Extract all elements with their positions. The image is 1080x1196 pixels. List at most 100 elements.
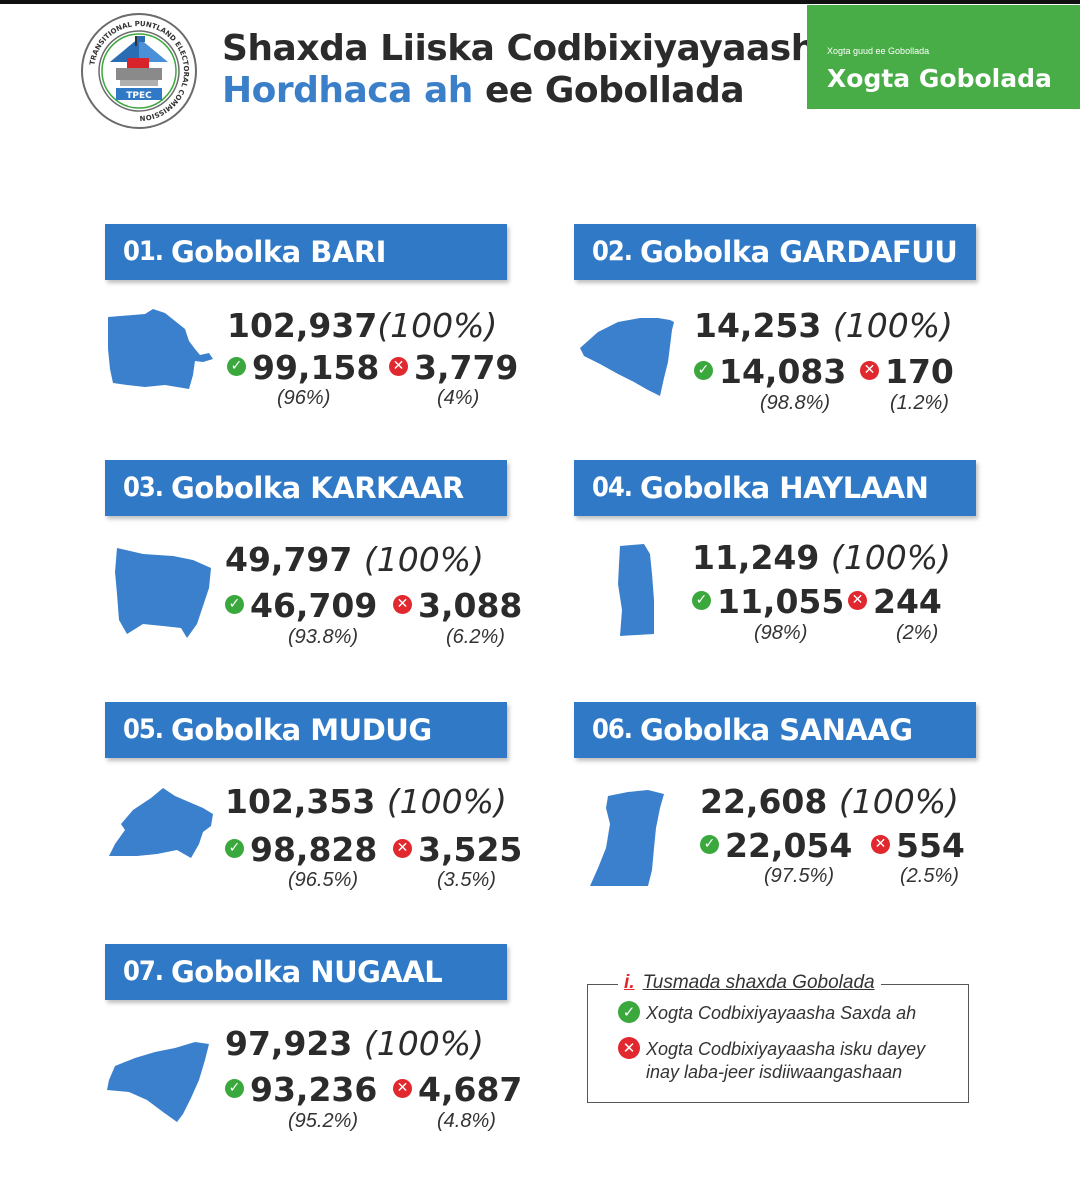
duplicate-count: ✕ 3,525 [393,830,522,869]
legend-item-duplicate: ✕ Xogta Codbixiyayaasha isku dayey [618,1037,925,1061]
region-name: Gobolka KARKAAR [171,471,464,505]
duplicate-percent: (4.8%) [437,1110,496,1132]
duplicate-count: ✕ 3,088 [393,586,522,625]
haylaan-map-icon [618,544,654,636]
x-icon: ✕ [618,1037,640,1060]
x-icon: ✕ [393,839,412,858]
region-number: 07. [123,956,164,987]
x-icon: ✕ [393,1079,412,1098]
check-icon: ✓ [225,839,244,858]
valid-count: ✓ 98,828 [225,830,377,869]
total-registered: 49,797 (100%) [225,540,484,579]
region-number: 06. [592,714,633,745]
gardafuu-map-icon [580,318,674,396]
duplicate-percent: (1.2%) [890,392,949,414]
page-title: Shaxda Liiska Codbixiyayaasha Hordhaca a… [222,28,840,112]
check-icon: ✓ [692,591,711,610]
region-header: 07. Gobolka NUGAAL [105,944,507,1000]
duplicate-percent: (4%) [437,387,480,409]
region-card-mudug: 05. Gobolka MUDUG 102,353 (100%) ✓ 98,828… [105,702,522,932]
region-header: 01. Gobolka BARI [105,224,507,280]
check-icon: ✓ [225,595,244,614]
region-header: 02. Gobolka GARDAFUU [574,224,976,280]
region-name: Gobolka MUDUG [171,713,432,747]
region-card-haylaan: 04. Gobolka HAYLAAN 11,249 (100%) ✓ 11,05… [574,460,976,690]
section-badge: Xogta guud ee Gobollada Xogta Gobolada [807,5,1080,109]
logo-abbr: TPEC [126,91,152,101]
region-header: 05. Gobolka MUDUG [105,702,507,758]
x-icon: ✕ [871,835,890,854]
valid-count: ✓ 22,054 [700,826,852,865]
valid-count: ✓ 46,709 [225,586,377,625]
check-icon: ✓ [227,357,246,376]
valid-percent: (95.2%) [288,1110,359,1132]
region-card-nugaal: 07. Gobolka NUGAAL 97,923 (100%) ✓ 93,236… [105,944,522,1174]
legend-title: i. Tusmada shaxda Gobolada [618,972,881,994]
duplicate-percent: (2%) [896,622,939,644]
region-number: 04. [592,472,633,503]
valid-count: ✓ 11,055 [692,582,844,621]
nugaal-map-icon [107,1042,209,1122]
region-number: 05. [123,714,164,745]
valid-percent: (97.5%) [764,865,835,887]
valid-percent: (93.8%) [288,626,359,648]
duplicate-percent: (3.5%) [437,869,496,891]
region-number: 02. [592,236,633,267]
valid-percent: (98%) [754,622,808,644]
title-line-2-rest: ee Gobollada [484,70,745,111]
x-icon: ✕ [389,357,408,376]
region-number: 01. [123,236,164,267]
title-line-1: Shaxda Liiska Codbixiyayaasha [222,28,840,69]
valid-percent: (98.8%) [760,392,831,414]
valid-count: ✓ 93,236 [225,1070,377,1109]
region-header: 03. Gobolka KARKAAR [105,460,507,516]
region-name: Gobolka NUGAAL [171,955,443,989]
duplicate-count: ✕ 170 [860,352,954,391]
check-icon: ✓ [618,1001,640,1024]
badge-title: Xogta Gobolada [827,64,1052,93]
region-name: Gobolka SANAAG [640,713,913,747]
total-registered: 102,353 (100%) [225,782,507,821]
region-card-bari: 01. Gobolka BARI 102,937(100%) ✓ 99,158 ✕… [105,224,518,454]
total-registered: 11,249 (100%) [692,538,951,577]
region-number: 03. [123,472,164,503]
duplicate-percent: (2.5%) [900,865,959,887]
duplicate-count: ✕ 244 [848,582,942,621]
legend-item-valid: ✓ Xogta Codbixiyayaasha Saxda ah [618,1001,916,1025]
top-border [0,0,1080,4]
bari-map-icon [108,309,213,389]
total-registered: 97,923 (100%) [225,1024,484,1063]
total-registered: 22,608 (100%) [700,782,959,821]
valid-count: ✓ 99,158 [227,348,379,387]
valid-percent: (96.5%) [288,869,359,891]
badge-subtitle: Xogta guud ee Gobollada [827,46,930,56]
region-name: Gobolka HAYLAAN [640,471,929,505]
region-card-karkaar: 03. Gobolka KARKAAR 49,797 (100%) ✓ 46,70… [105,460,522,690]
x-icon: ✕ [860,361,879,380]
region-header: 06. Gobolka SANAAG [574,702,976,758]
total-registered: 14,253 (100%) [694,306,953,345]
region-card-gardafuu: 02. Gobolka GARDAFUU 14,253 (100%) ✓ 14,0… [574,224,976,454]
sanaag-map-icon [590,790,664,886]
mudug-map-icon [109,788,213,858]
duplicate-percent: (6.2%) [446,626,505,648]
region-name: Gobolka GARDAFUU [640,235,958,269]
tpec-logo: TPEC TRANSITIONAL PUNTLAND ELECTORAL COM… [81,13,197,129]
valid-count: ✓ 14,083 [694,352,846,391]
title-line-2-highlight: Hordhaca ah [222,70,473,111]
duplicate-count: ✕ 554 [871,826,965,865]
region-card-sanaag: 06. Gobolka SANAAG 22,608 (100%) ✓ 22,054… [574,702,976,932]
legend-item-duplicate-line2: inay laba-jeer isdiiwaangashaan [646,1062,903,1082]
check-icon: ✓ [694,361,713,380]
legend-box: i. Tusmada shaxda Gobolada ✓ Xogta Codbixi… [587,972,969,1103]
check-icon: ✓ [700,835,719,854]
region-header: 04. Gobolka HAYLAAN [574,460,976,516]
x-icon: ✕ [848,591,867,610]
x-icon: ✕ [393,595,412,614]
duplicate-count: ✕ 3,779 [389,348,518,387]
region-name: Gobolka BARI [171,235,386,269]
karkaar-map-icon [115,548,211,638]
total-registered: 102,937(100%) [227,306,498,345]
check-icon: ✓ [225,1079,244,1098]
info-marker: i. [624,972,635,993]
